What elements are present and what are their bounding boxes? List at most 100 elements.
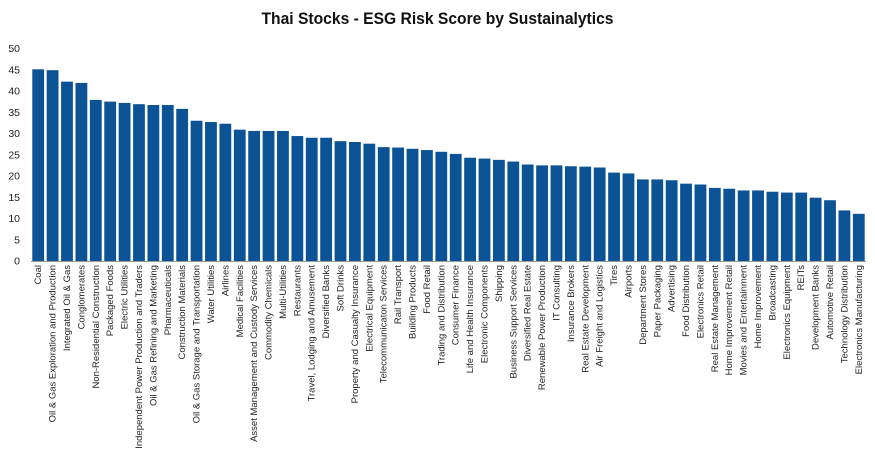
x-tick-label: Electronics Equipment <box>782 265 793 360</box>
bar <box>449 153 462 261</box>
x-tick-label: Travel, Lodging and Amusement <box>307 265 318 402</box>
x-tick-label: Department Stores <box>638 265 649 345</box>
x-tick-label: Building Products <box>408 265 419 339</box>
bar <box>737 190 750 261</box>
x-tick-label: Electric Utilities <box>120 265 131 330</box>
x-tick-label: Development Banks <box>811 265 822 350</box>
x-tick-label: Integrated Oil & Gas <box>62 265 73 351</box>
bar <box>205 122 217 262</box>
y-tick-label: 50 <box>8 43 20 55</box>
x-tick-label: Medical Facilities <box>235 265 246 338</box>
bar <box>75 82 88 261</box>
bar <box>780 192 793 261</box>
x-tick-label: Oil & Gas Refining and Marketing <box>148 265 159 406</box>
y-tick-label: 45 <box>8 64 20 76</box>
x-tick-label: Real Estate Development <box>580 265 591 373</box>
y-tick-label: 30 <box>8 128 20 140</box>
bar <box>89 99 102 261</box>
x-tick-label: Coal <box>33 265 44 285</box>
bar <box>176 108 189 261</box>
bar <box>608 172 620 261</box>
x-tick-label: Restaurants <box>292 265 303 316</box>
x-tick-label: Conglomerates <box>76 265 87 330</box>
x-tick-label: Telecommunicaton Services <box>379 265 390 384</box>
x-tick-label: Construction Materials <box>177 265 188 360</box>
x-tick-label: Oil & Gas Exploration and Production <box>48 265 59 422</box>
bar <box>622 173 635 261</box>
bar <box>723 188 736 261</box>
bar <box>392 147 405 261</box>
x-tick-label: Asset Management and Custody Services <box>249 265 260 442</box>
bar <box>464 157 476 261</box>
bar <box>219 123 232 261</box>
bar <box>305 137 318 261</box>
x-tick-label: Airlines <box>220 265 231 296</box>
x-tick-label: Water Utilities <box>206 265 217 323</box>
bar <box>334 141 347 261</box>
x-tick-label: Insurance Brokers <box>566 265 577 342</box>
bar <box>593 167 606 261</box>
x-tick-label: Life and Health Insurance <box>465 265 476 373</box>
bar <box>233 129 246 261</box>
y-tick-label: 5 <box>14 234 20 246</box>
x-tick-label: Electronics Manufacturing <box>854 265 865 374</box>
x-tick-label: Technology Distribution <box>839 265 850 363</box>
bar <box>32 69 45 261</box>
bar <box>708 187 721 261</box>
bar-series <box>32 69 865 262</box>
bar <box>521 164 534 261</box>
x-tick-label: Automotive Retail <box>825 265 836 339</box>
bar <box>118 102 131 262</box>
bar <box>262 130 275 261</box>
x-tick-label: Home Improvement <box>753 265 764 349</box>
x-tick-label: Business Support Services <box>508 265 519 379</box>
y-axis: 0 5 10 15 20 25 30 35 40 45 50 <box>8 43 20 268</box>
x-tick-label: Real Estate Management <box>710 265 721 373</box>
x-tick-label: Diversified Banks <box>321 265 332 339</box>
x-tick-label: Shipping <box>494 265 505 302</box>
x-tick-label: Diversified Real Estate <box>523 265 534 361</box>
y-tick-label: 25 <box>8 149 20 161</box>
x-tick-label: Oil & Gas Storage and Transportation <box>192 265 203 423</box>
bar <box>680 183 692 261</box>
x-tick-label: REITs <box>796 265 807 291</box>
y-tick-label: 20 <box>8 171 20 183</box>
bar <box>61 81 73 262</box>
x-tick-label: Consumer Finance <box>451 265 462 345</box>
x-tick-label: Rail Transport <box>393 265 404 324</box>
bar <box>838 210 851 261</box>
bar <box>824 200 836 261</box>
bar <box>435 151 448 261</box>
bar <box>377 147 390 261</box>
x-tick-label: Movies and Entertainment <box>739 265 750 376</box>
chart-title: Thai Stocks - ESG Risk Score by Sustaina… <box>261 9 614 28</box>
x-tick-label: Food Distribution <box>681 265 692 337</box>
bar <box>363 143 376 261</box>
x-tick-label: Electronic Components <box>479 265 490 363</box>
bar <box>406 148 419 261</box>
bar <box>579 166 592 261</box>
bar <box>766 191 779 261</box>
bar <box>550 165 563 261</box>
bar <box>277 130 289 261</box>
bar <box>795 192 808 261</box>
x-tick-label: Paper Packaging <box>652 265 663 337</box>
bar <box>291 136 304 261</box>
x-tick-label: Airports <box>623 265 634 298</box>
bar <box>507 161 520 261</box>
bar <box>161 105 174 262</box>
x-tick-label: Home Improvement Retail <box>724 265 735 375</box>
x-tick-label: Trading and Distribution <box>436 265 447 366</box>
bar <box>665 180 678 261</box>
bar <box>248 130 261 261</box>
x-tick-label: Commodity Chemicals <box>264 265 275 360</box>
x-tick-label: Air Freight and Logistics <box>595 265 606 367</box>
bar <box>809 197 822 261</box>
x-tick-label: Pharmaceuticals <box>163 265 174 335</box>
x-tick-label: Multi-Utilities <box>278 265 289 319</box>
bar <box>636 179 649 261</box>
x-tick-label: Tires <box>609 265 620 286</box>
x-tick-label: Food Retail <box>422 265 433 314</box>
x-tick-label: Property and Casualty Insurance <box>350 265 361 403</box>
